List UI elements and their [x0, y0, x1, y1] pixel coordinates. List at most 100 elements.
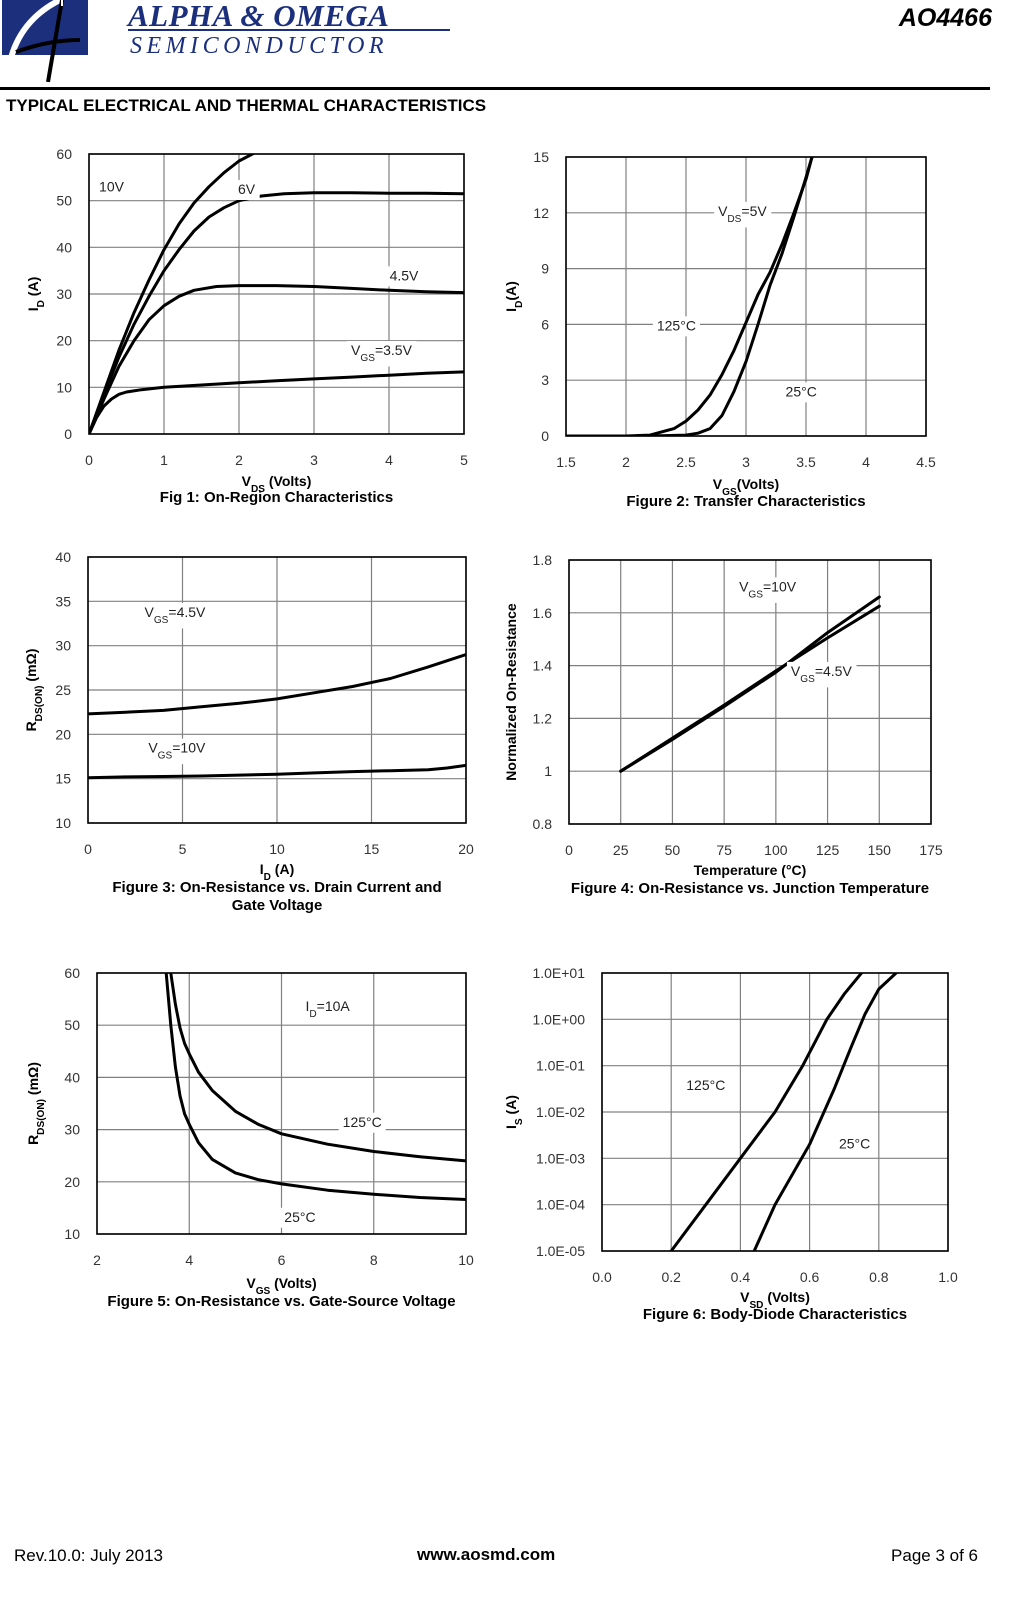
- y-tick-label: 0: [64, 426, 72, 442]
- figure-caption: Fig 1: On-Region Characteristics: [160, 489, 393, 506]
- y-tick-label: 40: [64, 1069, 80, 1085]
- x-axis-label: Temperature (°C): [694, 862, 807, 878]
- series-annotation: 25°C: [284, 1209, 315, 1225]
- annotation-background: [301, 996, 355, 1023]
- chart-fig3: 0 5 10 15 20 10 15 20 25 30 35 40 VGS=4.5V VGS=10V ID …: [23, 549, 474, 914]
- chart-fig6: 0.0 0.2 0.4 0.6 0.8 1.0 1.0E-05 1.0E-04 1.0E-03 1…: [503, 965, 958, 1323]
- x-axis-label: VGS (Volts): [246, 1275, 316, 1297]
- series-line-1: [619, 604, 881, 773]
- annotation-background: [280, 1207, 320, 1228]
- series-annotation: 25°C: [786, 383, 817, 399]
- y-tick-label: 20: [64, 1174, 80, 1190]
- y-tick-label: 1.8: [533, 552, 553, 568]
- y-tick-label: 30: [64, 1122, 80, 1138]
- x-tick-label: 50: [665, 842, 681, 858]
- x-tick-label: 4: [862, 454, 870, 470]
- y-tick-label: 30: [56, 286, 72, 302]
- annotation-background: [652, 316, 700, 337]
- y-axis-label: RDS(ON) (mΩ): [23, 649, 45, 732]
- y-tick-label: 60: [56, 146, 72, 162]
- x-tick-label: 0.4: [731, 1269, 751, 1285]
- x-tick-label: 5: [460, 452, 468, 468]
- series-line-2: [89, 284, 464, 434]
- y-tick-label: 60: [64, 965, 80, 981]
- header-divider: [0, 87, 990, 90]
- y-tick-label: 1.6: [533, 605, 553, 621]
- x-tick-label: 2: [93, 1252, 101, 1268]
- figure-caption: Figure 2: Transfer Characteristics: [626, 493, 865, 510]
- x-tick-label: 0: [85, 452, 93, 468]
- x-tick-label: 2.5: [676, 454, 696, 470]
- x-tick-label: 4: [185, 1252, 193, 1268]
- annotation-background: [834, 1134, 875, 1155]
- series-annotation: VGS=4.5V: [791, 663, 853, 685]
- x-axis-label: VSD (Volts): [740, 1289, 810, 1311]
- y-tick-label: 3: [541, 372, 549, 388]
- company-subtitle: SEMICONDUCTOR: [130, 33, 389, 59]
- annotation-background: [95, 177, 129, 198]
- x-tick-label: 0: [84, 841, 92, 857]
- chart-fig2: 1.5 2 2.5 3 3.5 4 4.5 0 3 6 9 12 15 VDS=5V 125°C 25°C VG…: [503, 149, 936, 510]
- y-axis-label: ID (A): [25, 277, 47, 312]
- x-tick-label: 4: [385, 452, 393, 468]
- series-annotation: 125°C: [343, 1114, 382, 1130]
- annotation-background: [714, 201, 772, 228]
- series-annotation: VGS=10V: [148, 740, 206, 762]
- series-annotation: 10V: [99, 179, 125, 195]
- y-tick-label: 10: [64, 1226, 80, 1242]
- footer-page: Page 3 of 6: [891, 1546, 978, 1565]
- x-axis-label: ID (A): [260, 861, 295, 883]
- annotation-background: [682, 1076, 730, 1097]
- x-axis-label: VDS (Volts): [242, 473, 312, 495]
- series-line-0: [89, 154, 256, 434]
- x-tick-label: 5: [179, 841, 187, 857]
- y-tick-label: 1.0E-05: [536, 1243, 585, 1259]
- series-annotation: 6V: [238, 181, 256, 197]
- x-tick-label: 8: [370, 1252, 378, 1268]
- figure-caption: Figure 5: On-Resistance vs. Gate-Source …: [107, 1293, 455, 1310]
- figure-caption: Gate Voltage: [232, 897, 323, 914]
- company-name: ALPHA & OMEGA: [128, 0, 390, 33]
- annotation-background: [233, 180, 260, 200]
- series-annotation: 4.5V: [390, 267, 419, 283]
- annotation-background: [338, 1112, 386, 1133]
- series-line-1: [164, 973, 466, 1201]
- x-axis-label: VGS(Volts): [713, 476, 779, 498]
- y-tick-label: 1.0E-04: [536, 1197, 585, 1213]
- y-tick-label: 0.8: [533, 816, 553, 832]
- plot-frame: [568, 559, 932, 825]
- annotation-background: [385, 266, 424, 287]
- y-tick-label: 50: [64, 1017, 80, 1033]
- logo-divider: [128, 29, 450, 31]
- y-axis-label: Normalized On-Resistance: [503, 603, 519, 781]
- x-tick-label: 0.6: [800, 1269, 820, 1285]
- section-title: TYPICAL ELECTRICAL AND THERMAL CHARACTER…: [6, 96, 487, 115]
- y-tick-label: 30: [55, 638, 71, 654]
- x-tick-label: 3: [310, 452, 318, 468]
- series-annotation: VGS=4.5V: [144, 604, 206, 626]
- y-tick-label: 35: [55, 593, 71, 609]
- x-tick-label: 0.0: [592, 1269, 612, 1285]
- y-tick-label: 9: [541, 261, 549, 277]
- series-line-0: [669, 973, 863, 1251]
- series-line-3: [89, 370, 464, 434]
- x-tick-label: 100: [764, 842, 788, 858]
- annotation-background: [144, 738, 210, 765]
- y-tick-label: 15: [55, 771, 71, 787]
- figure-caption: Figure 4: On-Resistance vs. Junction Tem…: [571, 880, 929, 897]
- series-line-0: [169, 973, 466, 1163]
- series-line-1: [89, 191, 464, 434]
- series-annotation: 125°C: [657, 317, 696, 333]
- annotation-background: [781, 382, 821, 403]
- x-tick-label: 0.8: [869, 1269, 889, 1285]
- x-tick-label: 2: [622, 454, 630, 470]
- x-tick-label: 75: [716, 842, 732, 858]
- series-line-1: [566, 157, 814, 436]
- chart-fig5: 2 4 6 8 10 10 20 30 40 50 60 ID=10A 125°C 25°C VGS (Vo…: [25, 965, 474, 1310]
- series-annotation: VGS=10V: [739, 578, 797, 600]
- x-tick-label: 0: [565, 842, 573, 858]
- series-annotation: VGS=3.5V: [351, 342, 413, 364]
- series-line-0: [88, 653, 466, 716]
- chart-fig4: 0 25 50 75 100 125 150 175 0.8 1 1.2 1.4 1.6 1.8 VGS=1…: [503, 552, 943, 897]
